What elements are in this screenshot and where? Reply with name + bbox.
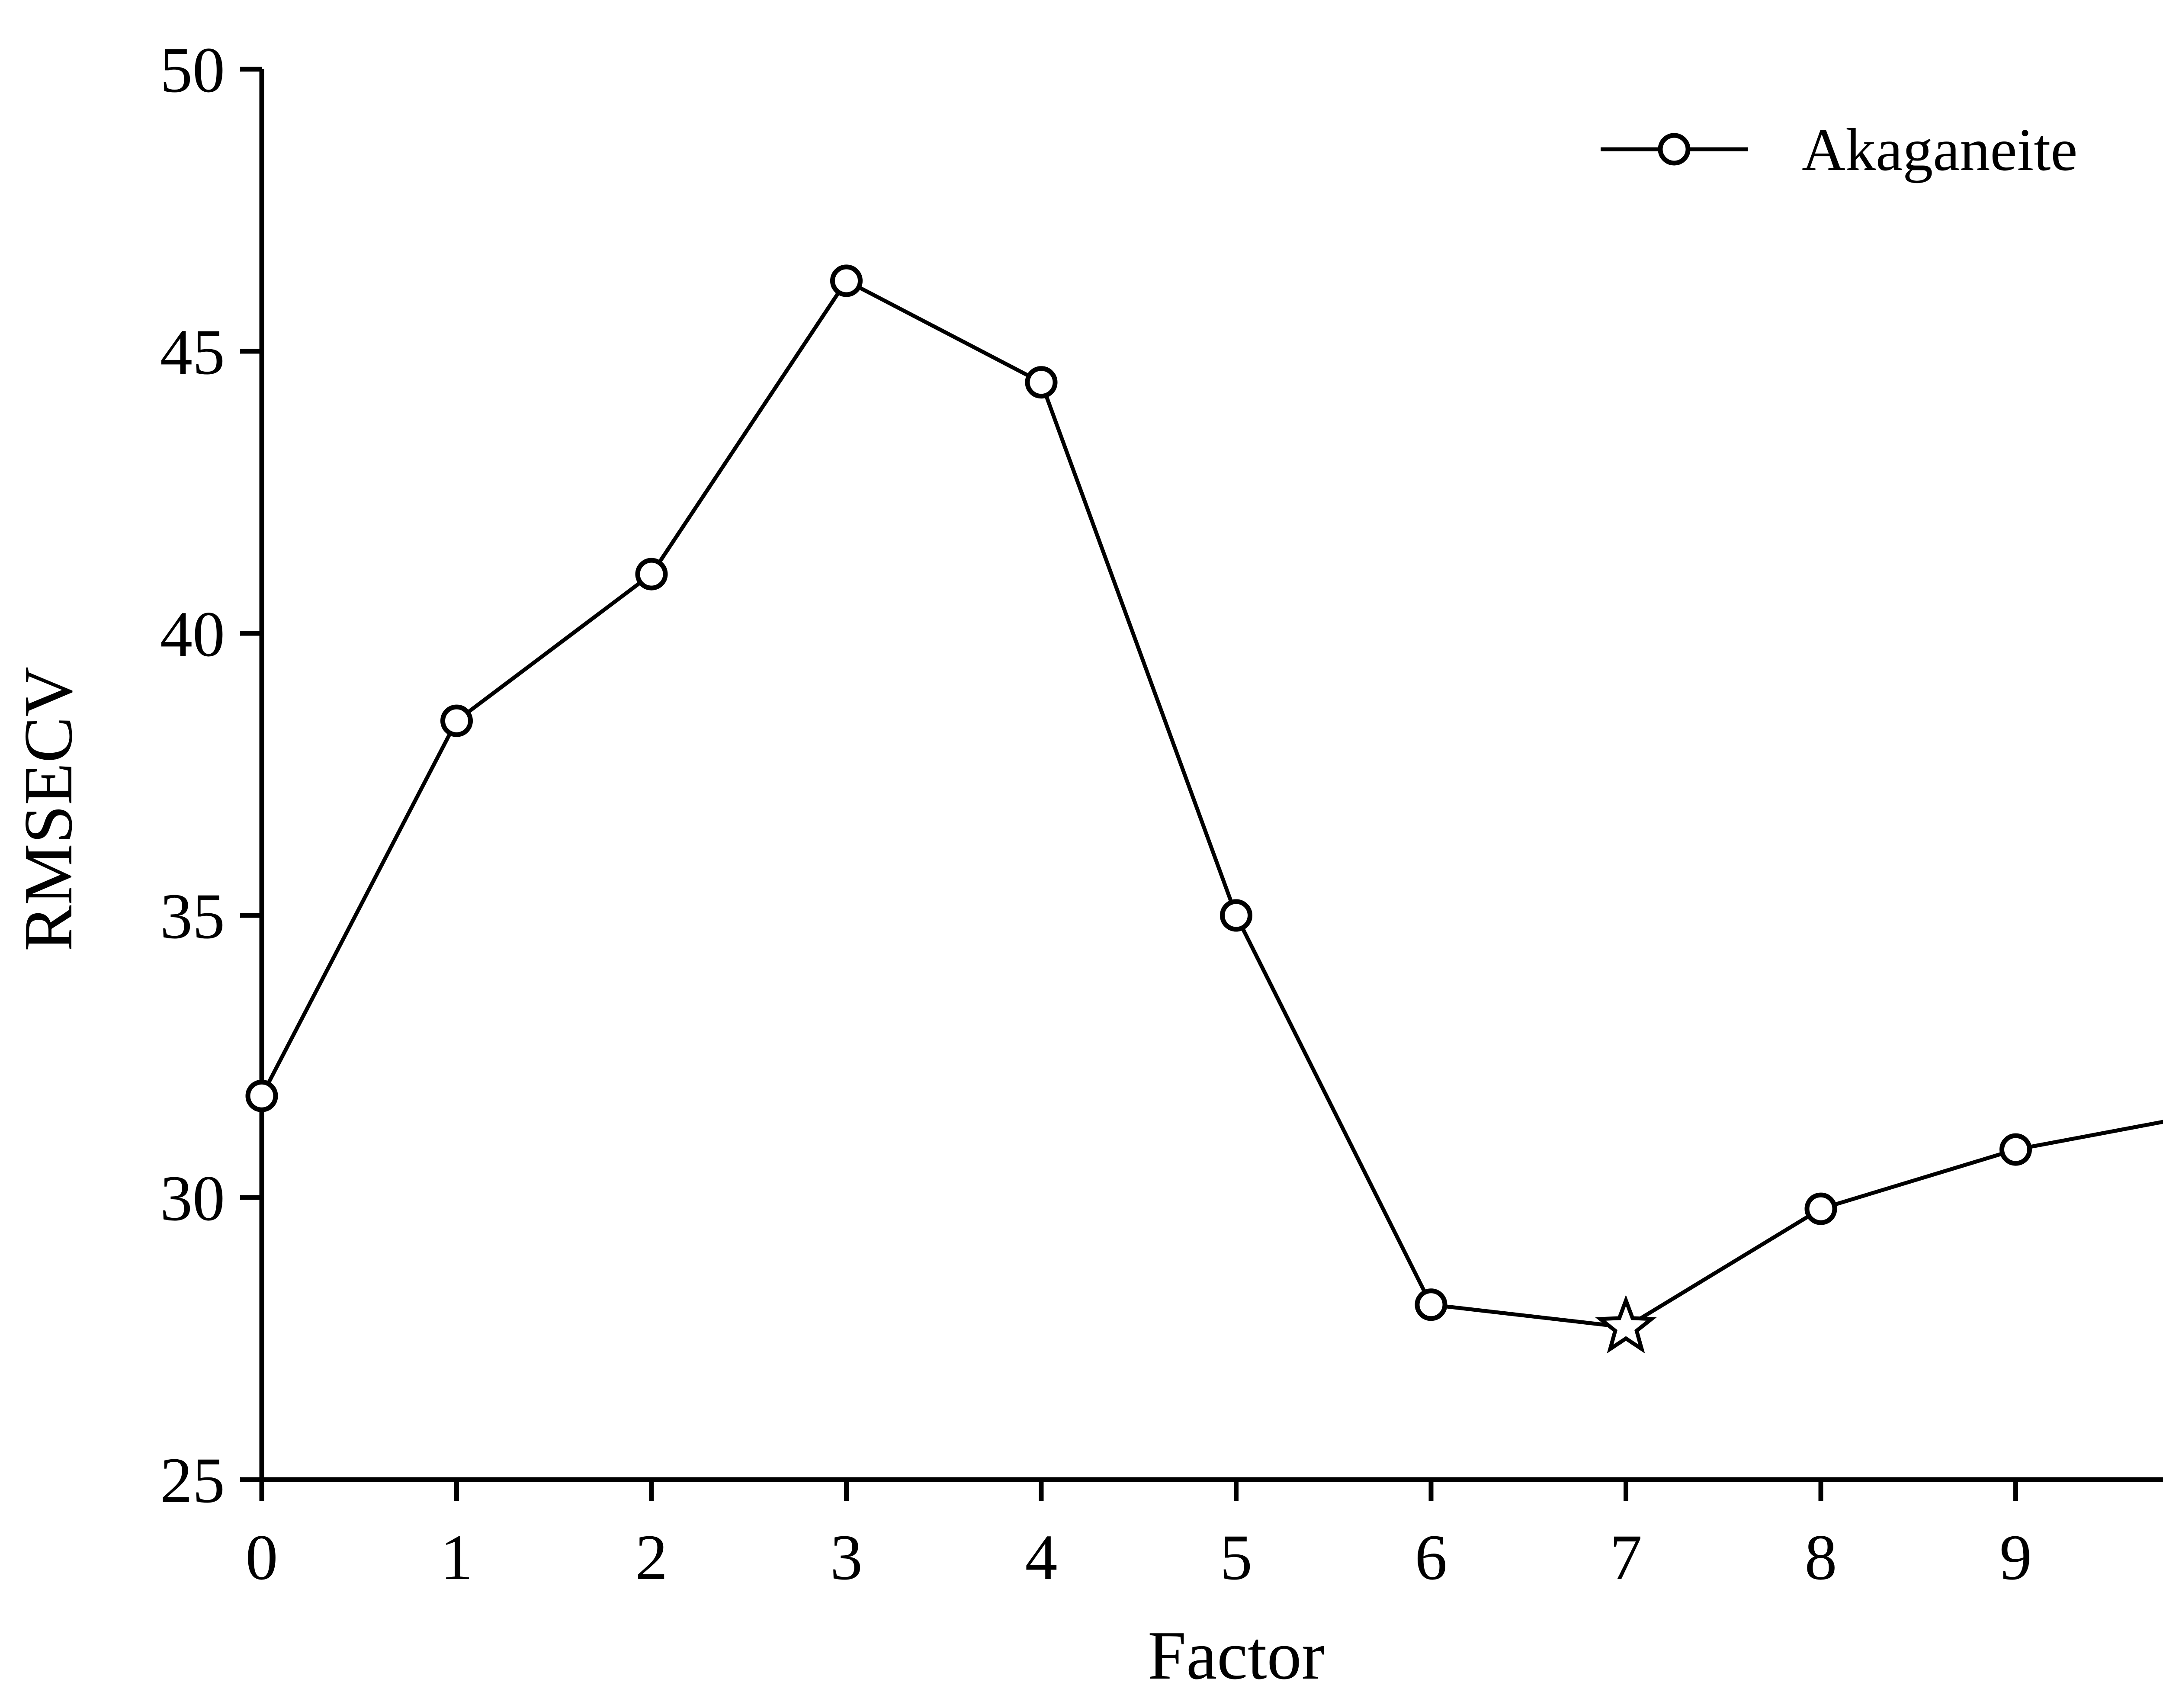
- y-tick-label: 30: [160, 1162, 225, 1234]
- axes: 253035404550012345678910FactorRMSECV: [10, 34, 2163, 1694]
- x-tick-label: 6: [1415, 1522, 1447, 1593]
- x-tick-label: 9: [1999, 1522, 2032, 1593]
- x-tick-label: 4: [1025, 1522, 1058, 1593]
- y-tick-label: 25: [160, 1445, 225, 1516]
- y-axis-title: RMSECV: [10, 667, 87, 951]
- y-tick-label: 45: [160, 316, 225, 388]
- legend-marker: [1658, 133, 1691, 166]
- data-point: [1415, 1288, 1447, 1321]
- x-tick-label: 5: [1220, 1522, 1252, 1593]
- x-tick-label: 7: [1610, 1522, 1642, 1593]
- x-tick-label: 1: [440, 1522, 473, 1593]
- x-tick-label: 3: [830, 1522, 863, 1593]
- y-tick-label: 50: [160, 34, 225, 106]
- x-tick-label: 2: [635, 1522, 668, 1593]
- x-axis-title: Factor: [1148, 1617, 1325, 1694]
- data-point: [245, 1079, 278, 1112]
- series-layer: [245, 264, 2163, 1354]
- legend-label: Akaganeite: [1802, 116, 2077, 183]
- data-point: [440, 704, 473, 737]
- x-tick-label: 0: [246, 1522, 278, 1593]
- data-point: [1025, 366, 1058, 399]
- y-tick-label: 35: [160, 880, 225, 952]
- data-point: [635, 558, 668, 591]
- series-line: [260, 279, 2163, 1329]
- x-tick-label: 8: [1805, 1522, 1837, 1593]
- data-point: [830, 264, 863, 297]
- legend: Akaganeite: [1601, 116, 2077, 183]
- data-point: [1220, 899, 1252, 932]
- y-tick-label: 40: [160, 598, 225, 670]
- star-marker: [1595, 1295, 1657, 1354]
- data-point: [1999, 1133, 2032, 1166]
- data-point: [1804, 1192, 1837, 1225]
